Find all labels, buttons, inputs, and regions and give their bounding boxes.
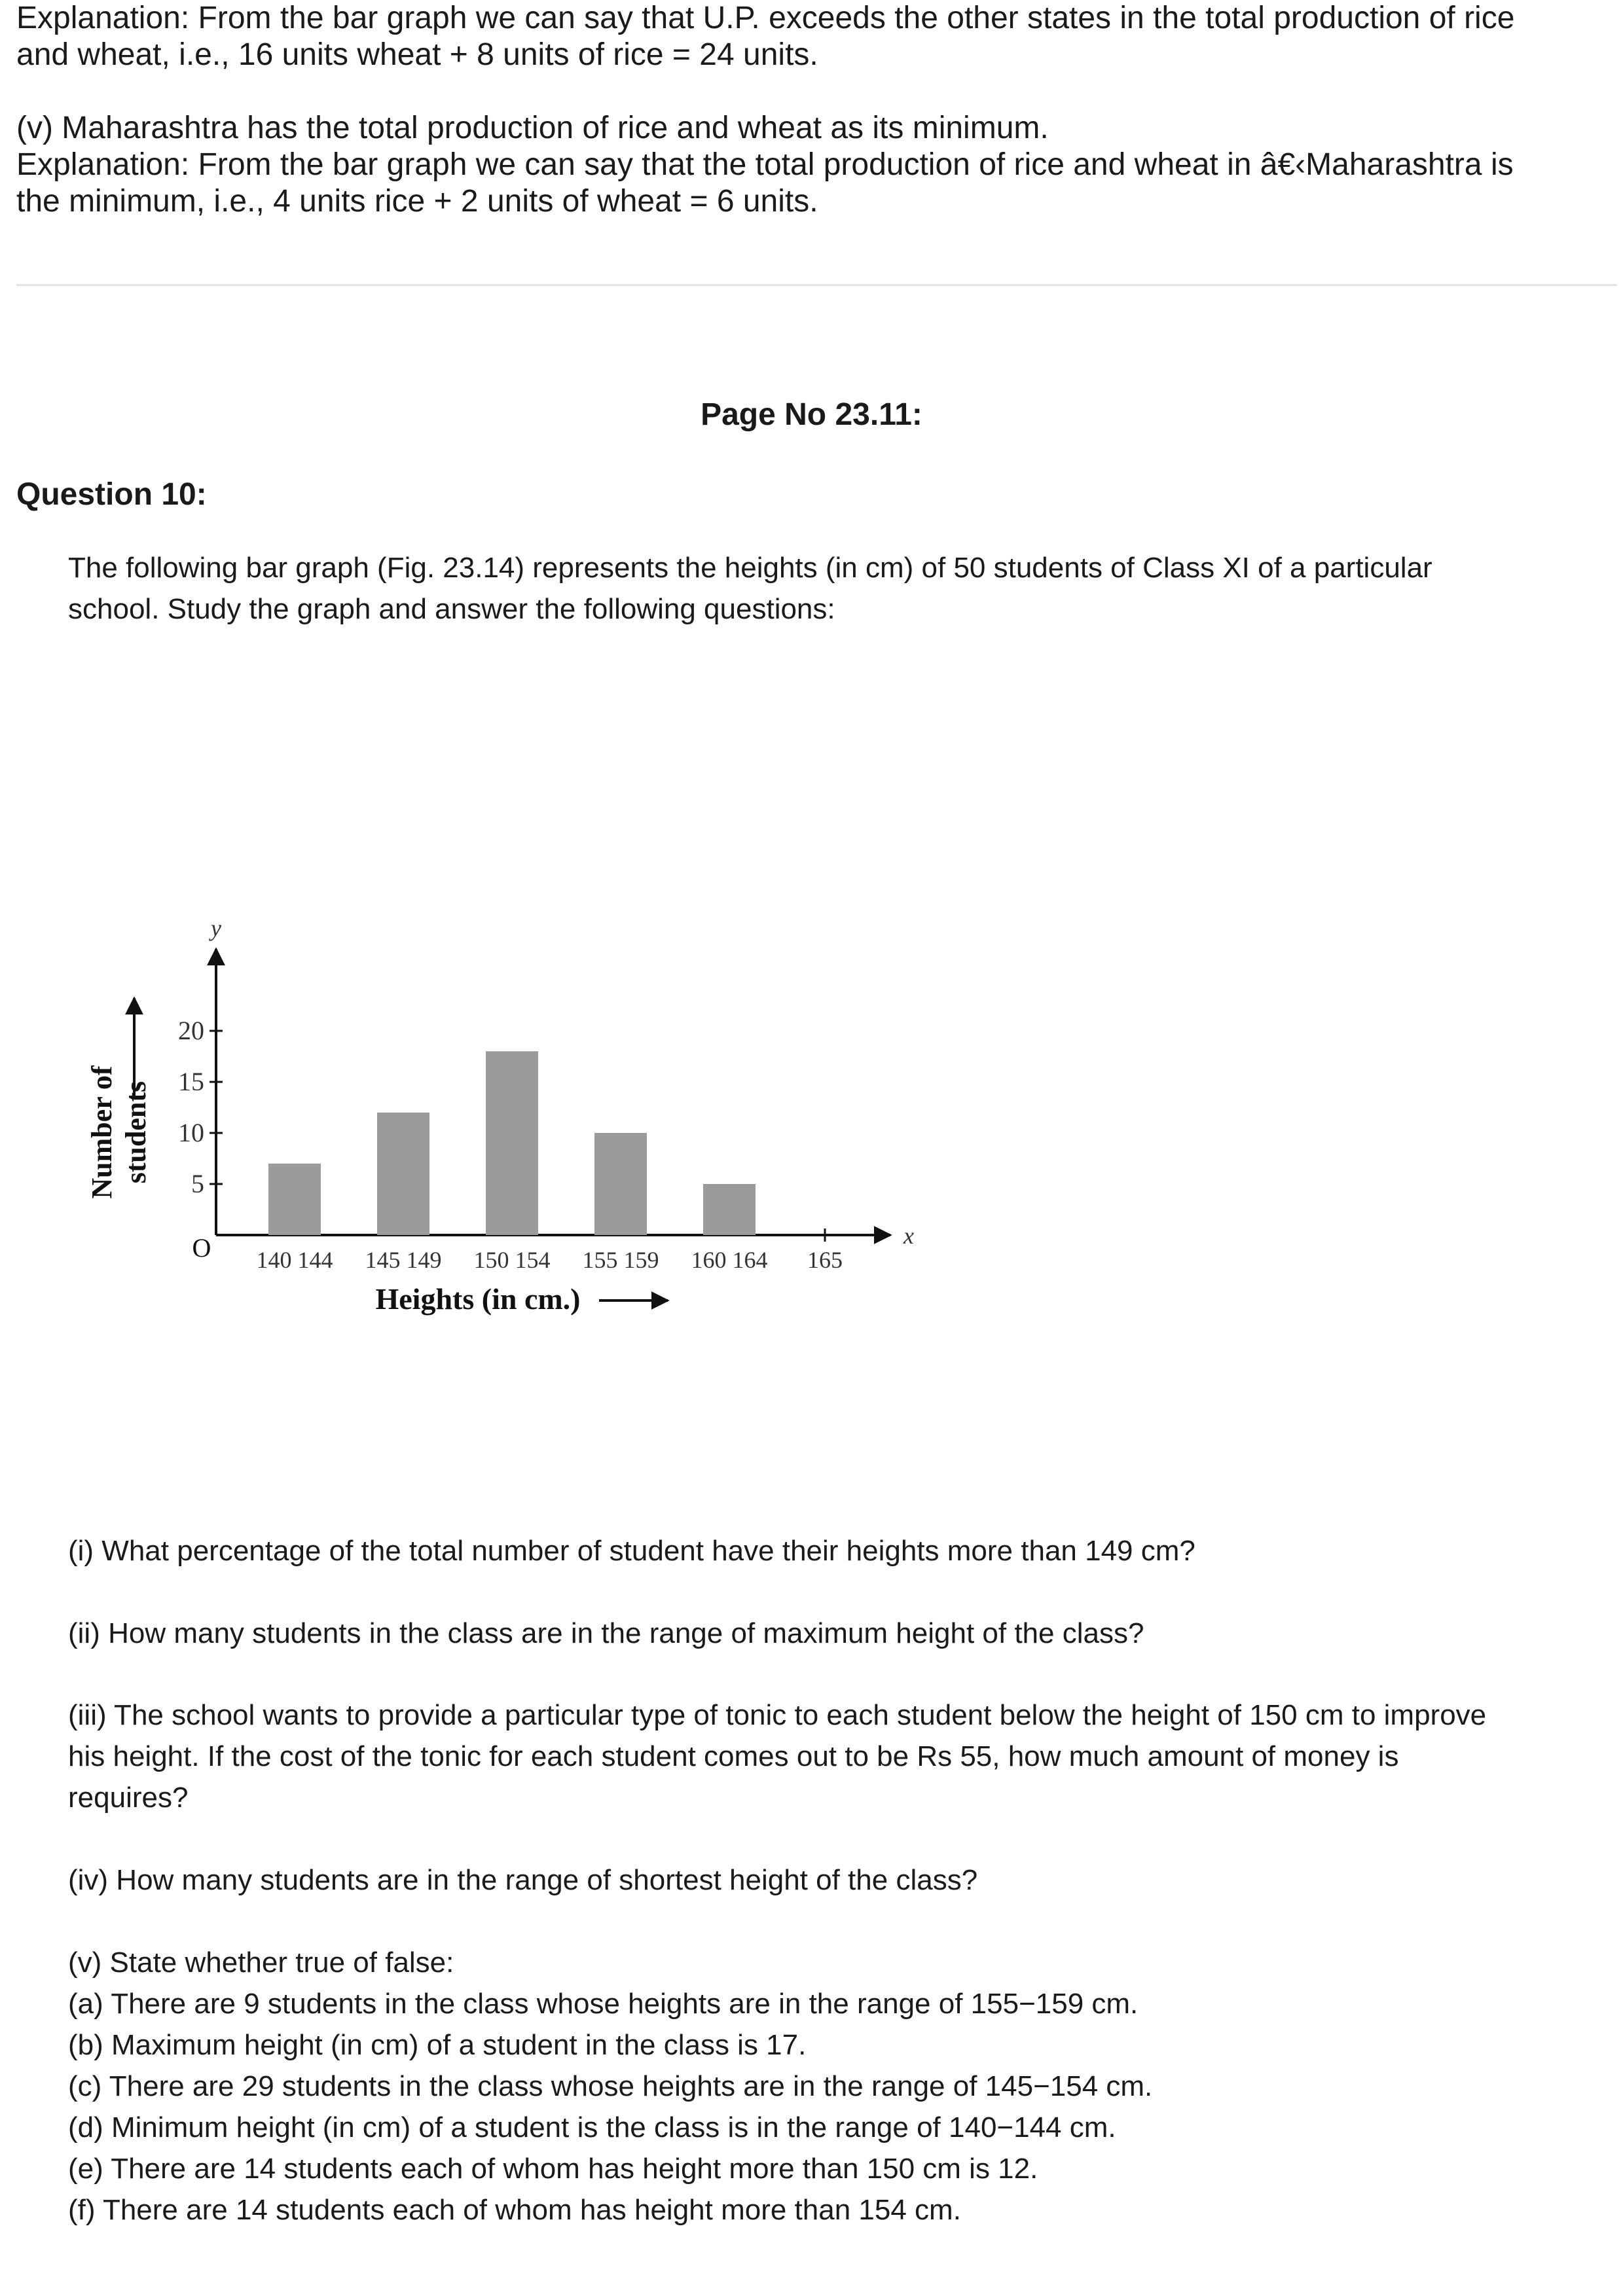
bar: [268, 1163, 321, 1235]
x-axis-name: x: [903, 1223, 914, 1249]
page-number: Page No 23.11:: [701, 397, 922, 432]
origin-label: O: [192, 1233, 211, 1263]
y-tick-label: 20: [178, 1016, 204, 1045]
x-axis-label: Heights (in cm.): [375, 1282, 580, 1316]
statement-a: (a) There are 9 students in the class wh…: [68, 1988, 1139, 2020]
explanation-iv-line2: and wheat, i.e., 16 units wheat + 8 unit…: [16, 37, 818, 72]
heights-bar-chart: Number of students y x O 5 10 15 20 140 144…: [86, 915, 914, 1316]
question-intro-line2: school. Study the graph and answer the f…: [68, 593, 835, 625]
y-tick-label: 5: [191, 1169, 204, 1198]
question-iv: (iv) How many students are in the range …: [68, 1864, 978, 1896]
question-iii-line3: requires?: [68, 1782, 189, 1814]
section-divider: [16, 284, 1617, 286]
question-ii: (ii) How many students in the class are …: [68, 1617, 1144, 1649]
x-tick-label: 155 159: [583, 1247, 659, 1273]
y-tick-label: 15: [178, 1067, 204, 1096]
statement-e: (e) There are 14 students each of whom h…: [68, 2153, 1038, 2185]
bar: [377, 1112, 429, 1235]
y-tick-label: 10: [178, 1118, 204, 1147]
y-axis-label-line2: students: [120, 1081, 152, 1184]
question-i: (i) What percentage of the total number …: [68, 1535, 1195, 1567]
x-tick-label: 140 144: [257, 1247, 333, 1273]
x-tick-label: 150 154: [474, 1247, 551, 1273]
question-intro-line1: The following bar graph (Fig. 23.14) rep…: [68, 552, 1432, 584]
question-title: Question 10:: [16, 477, 207, 512]
explanation-v-line1: Explanation: From the bar graph we can s…: [16, 147, 1514, 182]
x-tick-label: 145 149: [365, 1247, 442, 1273]
x-tick-label-end: 165: [807, 1247, 843, 1273]
bar: [703, 1184, 756, 1235]
bar: [486, 1051, 538, 1235]
statement-d: (d) Minimum height (in cm) of a student …: [68, 2111, 1116, 2144]
y-axis-label-line1: Number of: [86, 1065, 118, 1199]
question-iii-line2: his height. If the cost of the tonic for…: [68, 1740, 1399, 1772]
statement-c: (c) There are 29 students in the class w…: [68, 2070, 1153, 2102]
x-tick-label: 160 164: [691, 1247, 768, 1273]
explanation-v-line2: the minimum, i.e., 4 units rice + 2 unit…: [16, 184, 818, 219]
bar: [594, 1133, 647, 1235]
question-iii-line1: (iii) The school wants to provide a part…: [68, 1699, 1487, 1731]
explanation-iv-line1: Explanation: From the bar graph we can s…: [16, 1, 1515, 35]
statement-f: (f) There are 14 students each of whom h…: [68, 2194, 961, 2226]
answer-v: (v) Maharashtra has the total production…: [16, 111, 1049, 145]
statement-b: (b) Maximum height (in cm) of a student …: [68, 2029, 807, 2061]
y-axis-name: y: [209, 915, 221, 941]
question-v-intro: (v) State whether true of false:: [68, 1946, 454, 1979]
